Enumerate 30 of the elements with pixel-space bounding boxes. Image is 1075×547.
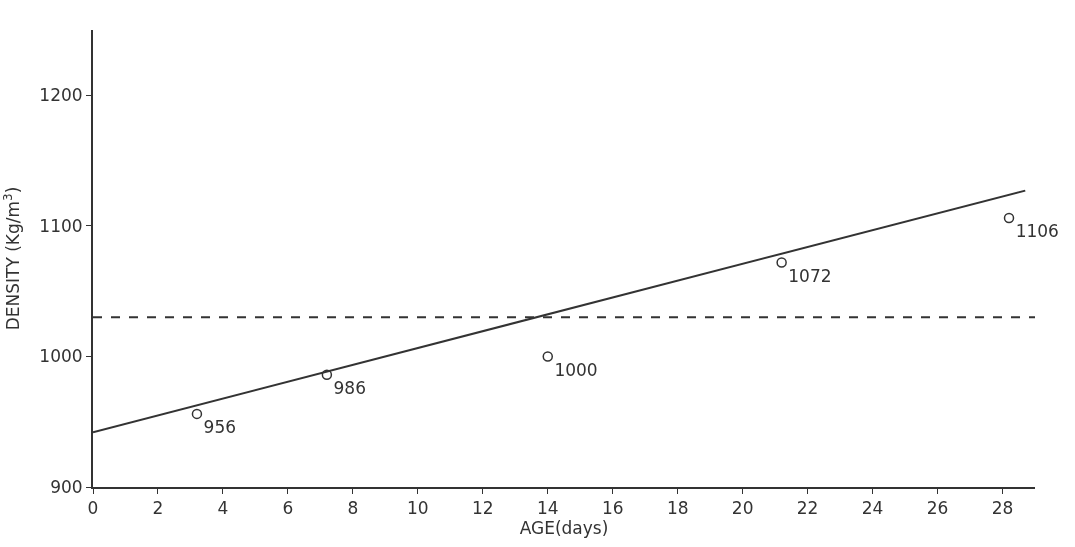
y-tick-label: 1100 xyxy=(39,215,83,236)
x-tick-label: 2 xyxy=(152,498,164,519)
x-tick-label: 22 xyxy=(796,498,819,519)
x-tick-label: 8 xyxy=(347,498,359,519)
y-tick-label: 1200 xyxy=(39,85,83,106)
point xyxy=(776,257,787,268)
x-tick-label: 18 xyxy=(666,498,689,519)
x-axis-title: AGE(days) xyxy=(519,518,609,539)
x-tick-label: 10 xyxy=(407,498,429,519)
x-tick-label: 0 xyxy=(87,498,99,519)
x-tick-label: 4 xyxy=(217,498,229,519)
point xyxy=(321,369,333,380)
x-tick-label: 6 xyxy=(282,498,294,519)
data-label: 1106 xyxy=(1015,221,1059,242)
data-label: 1072 xyxy=(788,265,832,286)
y-tick-label: 900 xyxy=(50,476,83,497)
data-label: 986 xyxy=(333,378,366,399)
y-tick-label: 1000 xyxy=(39,346,83,367)
x-tick-label: 24 xyxy=(861,498,884,519)
data-label: 1000 xyxy=(554,359,598,380)
x-tick-label: 12 xyxy=(471,498,494,519)
x-tick-label: 28 xyxy=(991,498,1014,519)
point xyxy=(542,351,554,362)
x-tick-label: 26 xyxy=(926,498,949,519)
data-label: 956 xyxy=(203,417,237,438)
x-tick-label: 14 xyxy=(536,498,559,519)
point xyxy=(191,408,203,420)
x-tick-label: 16 xyxy=(601,498,624,519)
x-tick-label: 20 xyxy=(731,498,754,519)
point xyxy=(1003,212,1015,224)
